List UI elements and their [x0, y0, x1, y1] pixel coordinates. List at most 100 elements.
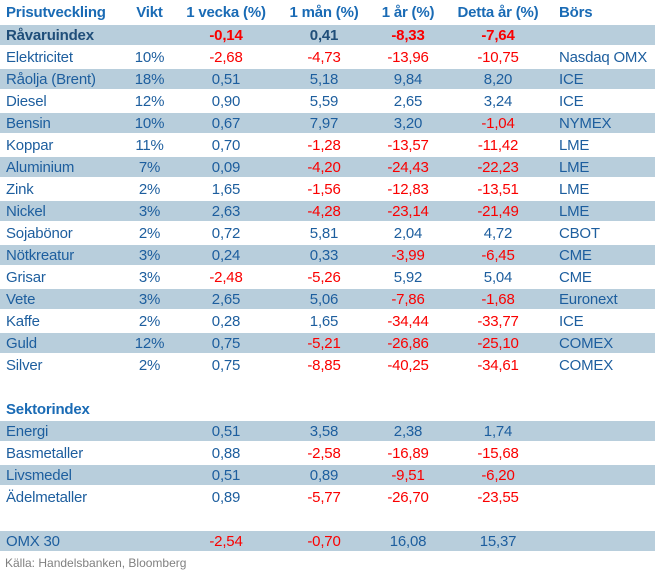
- pct-value: 0,09: [211, 158, 241, 176]
- pct-value: 4,72: [483, 224, 513, 242]
- section-row-sektorindex: Sektorindex: [0, 398, 655, 420]
- pct-value: -4,73: [307, 48, 341, 66]
- price-table: Prisutveckling Vikt 1 vecka (%) 1 mån (%) 1 …: [0, 0, 655, 552]
- pct-value: 2,65: [211, 290, 241, 308]
- pct-value: 0,67: [211, 114, 241, 132]
- pct-value: -9,51: [391, 466, 425, 484]
- exchange-value: Euronext: [559, 290, 618, 308]
- pct-value: -40,25: [387, 356, 429, 374]
- row-label: Elektricitet: [6, 48, 73, 66]
- table-row-nickel: Nickel 3% 2,63 -4,28 -23,14 -21,49 LME: [0, 200, 655, 222]
- weight-value: 2%: [138, 224, 161, 242]
- source-caption: Källa: Handelsbanken, Bloomberg: [5, 556, 187, 570]
- pct-value: 16,08: [389, 532, 427, 550]
- row-label: Nickel: [6, 202, 46, 220]
- table-row-grisar: Grisar 3% -2,48 -5,26 5,92 5,04 CME: [0, 266, 655, 288]
- exchange-value: LME: [559, 136, 590, 154]
- pct-value: 0,90: [211, 92, 241, 110]
- table-row-zink: Zink 2% 1,65 -1,56 -12,83 -13,51 LME: [0, 178, 655, 200]
- pct-value: 2,65: [393, 92, 423, 110]
- pct-value: 15,37: [479, 532, 517, 550]
- row-label: Livsmedel: [6, 466, 72, 484]
- table-row-guld: Guld 12% 0,75 -5,21 -26,86 -25,10 COMEX: [0, 332, 655, 354]
- pct-value: -10,75: [477, 48, 519, 66]
- pct-value: -8,85: [307, 356, 341, 374]
- row-label: Nötkreatur: [6, 246, 75, 264]
- pct-value: -24,43: [387, 158, 429, 176]
- pct-value: -34,44: [387, 312, 429, 330]
- row-label: Energi: [6, 422, 49, 440]
- column-header-1-man: 1 mån (%): [289, 3, 359, 21]
- pct-value: 2,38: [393, 422, 423, 440]
- exchange-value: LME: [559, 202, 590, 220]
- exchange-value: Nasdaq OMX: [559, 48, 648, 66]
- pct-value: -13,51: [477, 180, 519, 198]
- pct-value: 9,84: [393, 70, 423, 88]
- exchange-value: COMEX: [559, 334, 614, 352]
- exchange-value: LME: [559, 180, 590, 198]
- row-label: Silver: [6, 356, 43, 374]
- pct-value: 7,97: [309, 114, 339, 132]
- row-label: OMX 30: [6, 532, 60, 550]
- row-label: Zink: [6, 180, 34, 198]
- spacer-row: [0, 376, 655, 398]
- pct-value: -5,21: [307, 334, 341, 352]
- pct-value: 5,59: [309, 92, 339, 110]
- table-row-silver: Silver 2% 0,75 -8,85 -40,25 -34,61 COMEX: [0, 354, 655, 376]
- exchange-value: CBOT: [559, 224, 600, 242]
- pct-value: 0,88: [211, 444, 241, 462]
- table-header-row: Prisutveckling Vikt 1 vecka (%) 1 mån (%) 1 …: [0, 0, 655, 24]
- row-label: Råolja (Brent): [6, 70, 96, 88]
- pct-value: -5,26: [307, 268, 341, 286]
- pct-value: 5,04: [483, 268, 513, 286]
- pct-value: 3,58: [309, 422, 339, 440]
- row-label: Grisar: [6, 268, 46, 286]
- pct-value: -3,99: [391, 246, 425, 264]
- weight-value: 3%: [138, 246, 161, 264]
- weight-value: 2%: [138, 312, 161, 330]
- column-header-detta-ar: Detta år (%): [457, 3, 539, 21]
- pct-value: 5,81: [309, 224, 339, 242]
- exchange-value: NYMEX: [559, 114, 612, 132]
- pct-value: -25,10: [477, 334, 519, 352]
- pct-value: 8,20: [483, 70, 513, 88]
- row-label: Koppar: [6, 136, 54, 154]
- exchange-value: LME: [559, 158, 590, 176]
- column-header-vikt: Vikt: [136, 3, 163, 21]
- exchange-value: ICE: [559, 92, 584, 110]
- column-header-1-vecka: 1 vecka (%): [186, 3, 266, 21]
- pct-value: 3,24: [483, 92, 513, 110]
- pct-value: 1,65: [211, 180, 241, 198]
- pct-value: -1,56: [307, 180, 341, 198]
- row-label: Guld: [6, 334, 37, 352]
- pct-value: 1,65: [309, 312, 339, 330]
- weight-value: 12%: [134, 92, 165, 110]
- pct-value: -13,57: [387, 136, 429, 154]
- row-label: Sojabönor: [6, 224, 73, 242]
- pct-value: -6,20: [481, 466, 515, 484]
- pct-value: 5,18: [309, 70, 339, 88]
- pct-value: 0,75: [211, 334, 241, 352]
- pct-value: -1,28: [307, 136, 341, 154]
- table-row-diesel: Diesel 12% 0,90 5,59 2,65 3,24 ICE: [0, 90, 655, 112]
- pct-value: -2,68: [209, 48, 243, 66]
- table-row-ravaruindex: Råvaruindex -0,14 0,41 -8,33 -7,64: [0, 24, 655, 46]
- weight-value: 3%: [138, 268, 161, 286]
- table-row-energi: Energi 0,51 3,58 2,38 1,74: [0, 420, 655, 442]
- pct-value: -23,55: [477, 488, 519, 506]
- pct-value: -26,70: [387, 488, 429, 506]
- pct-value: -34,61: [477, 356, 519, 374]
- pct-value: -0,14: [209, 26, 243, 44]
- pct-value: -6,45: [481, 246, 515, 264]
- table-row-sojabonor: Sojabönor 2% 0,72 5,81 2,04 4,72 CBOT: [0, 222, 655, 244]
- pct-value: -4,28: [307, 202, 341, 220]
- row-label: Aluminium: [6, 158, 75, 176]
- row-label: Ädelmetaller: [6, 488, 87, 506]
- row-label: Kaffe: [6, 312, 40, 330]
- exchange-value: CME: [559, 246, 592, 264]
- pct-value: -2,58: [307, 444, 341, 462]
- pct-value: 0,72: [211, 224, 241, 242]
- pct-value: 0,51: [211, 466, 241, 484]
- weight-value: 10%: [134, 114, 165, 132]
